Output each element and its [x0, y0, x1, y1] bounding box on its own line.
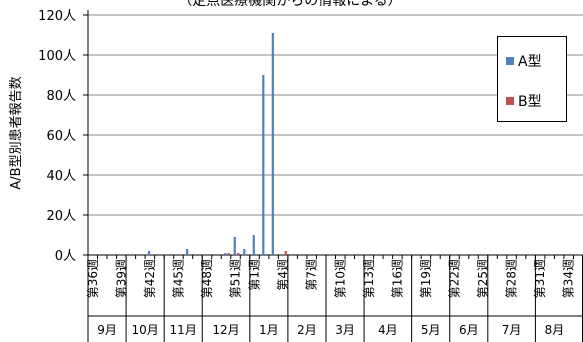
y-tick-label: 80人	[46, 89, 76, 104]
legend-item-b: B型	[506, 91, 542, 111]
bar	[147, 251, 151, 255]
bar	[227, 253, 230, 255]
x-tick-label: 第25週	[476, 259, 490, 298]
month-label: 9月	[97, 323, 117, 337]
month-label: 7月	[502, 323, 522, 337]
month-label: 11月	[170, 323, 197, 337]
legend-swatch-b	[506, 97, 514, 105]
bar	[271, 33, 274, 255]
x-tick-label: 第28週	[505, 259, 519, 298]
legend-item-a: A型	[506, 51, 542, 71]
x-tick-label: 第42週	[143, 259, 157, 298]
month-label: 12月	[212, 323, 239, 337]
x-tick-label: 第16週	[390, 259, 404, 298]
y-tick-labels: 0人 20人 40人 60人 80人 100人 120人	[38, 9, 76, 264]
bar	[284, 251, 287, 255]
bar	[186, 249, 189, 255]
y-tick-label: 40人	[46, 169, 76, 184]
x-tick-label: 第34週	[562, 259, 576, 298]
x-tick-label: 第7週	[305, 259, 319, 291]
month-label: 2月	[297, 323, 317, 337]
legend-label-b: B型	[518, 94, 542, 110]
legend-swatch-a	[506, 57, 514, 65]
x-tick-label: 第36週	[86, 259, 100, 298]
x-tick-label: 第31週	[533, 259, 547, 298]
bar	[237, 253, 240, 255]
legend: A型 B型	[497, 36, 567, 122]
month-label: 5月	[421, 323, 441, 337]
x-tick-label: 第19週	[419, 259, 433, 298]
bar	[233, 237, 236, 255]
month-label: 6月	[459, 323, 479, 337]
chart-title: （定点医療機関からの情報による）	[178, 0, 402, 9]
x-tick-label: 第48週	[200, 259, 214, 298]
month-label: 1月	[259, 323, 279, 337]
x-tick-label: 第10週	[333, 259, 347, 298]
x-tick-label: 第51週	[229, 259, 243, 298]
x-tick-label: 第45週	[171, 259, 185, 298]
legend-label-a: A型	[518, 54, 542, 70]
y-tick-label: 60人	[46, 129, 76, 144]
x-tick-label: 第39週	[114, 259, 128, 298]
y-tick-label: 20人	[46, 209, 76, 224]
y-axis-label: A/B型別患者報告数	[9, 76, 24, 189]
y-tick-label: 120人	[38, 9, 76, 24]
bar	[262, 75, 265, 255]
x-tick-label: 第4週	[276, 259, 290, 291]
y-tick-label: 0人	[55, 249, 76, 264]
y-tick-label: 100人	[38, 49, 76, 64]
bar	[252, 235, 255, 255]
x-axis: 第36週 第39週 第42週 第45週 第48週 第51週 第1週 第4週 第7週 第10週 第13…	[86, 255, 583, 342]
x-tick-label: 第1週	[248, 259, 262, 291]
month-label: 10月	[131, 323, 158, 337]
month-label: 3月	[335, 323, 355, 337]
bar	[243, 249, 246, 255]
month-label: 4月	[378, 323, 398, 337]
month-label: 8月	[545, 323, 565, 337]
bar	[224, 253, 227, 255]
x-tick-label: 第13週	[362, 259, 376, 298]
x-tick-label: 第22週	[447, 259, 461, 298]
bars	[147, 33, 287, 255]
